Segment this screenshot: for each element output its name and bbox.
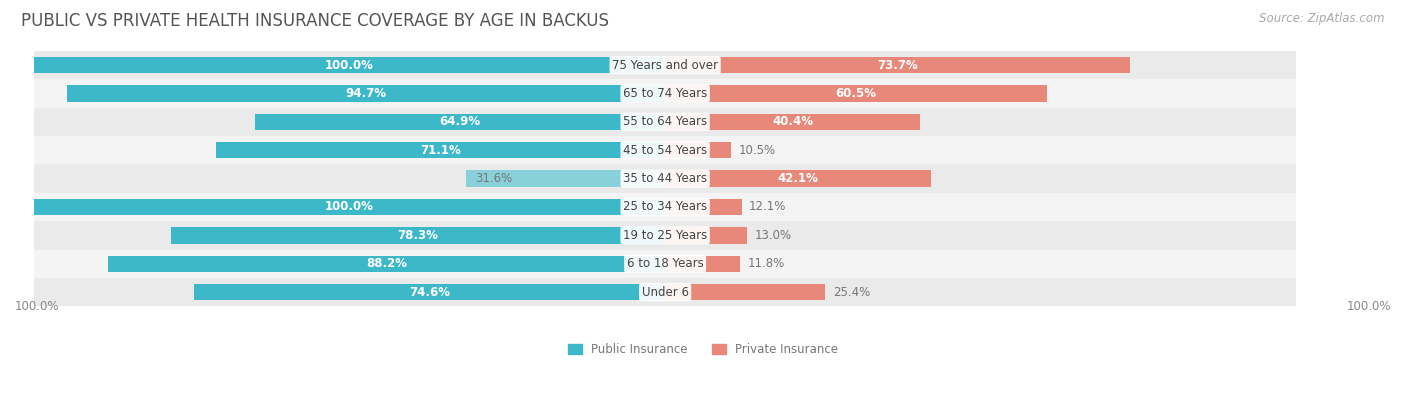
Bar (34, 79, 1296, 108)
Text: 55 to 64 Years: 55 to 64 Years (623, 115, 707, 128)
Bar (34, 51, 1296, 79)
Text: 10.5%: 10.5% (740, 144, 776, 157)
Text: 12.1%: 12.1% (749, 200, 786, 214)
Bar (665, 199, 741, 215)
Bar (665, 114, 920, 130)
Text: 31.6%: 31.6% (475, 172, 512, 185)
Bar (34, 136, 1296, 164)
Text: 60.5%: 60.5% (835, 87, 876, 100)
Text: 100.0%: 100.0% (15, 300, 59, 313)
Text: 100.0%: 100.0% (325, 200, 374, 214)
Text: 25.4%: 25.4% (832, 286, 870, 299)
Text: Source: ZipAtlas.com: Source: ZipAtlas.com (1260, 12, 1385, 25)
Bar (665, 142, 731, 159)
Bar (665, 227, 747, 244)
Text: 78.3%: 78.3% (398, 229, 439, 242)
Text: 94.7%: 94.7% (346, 87, 387, 100)
Bar (172, 227, 665, 244)
Text: 71.1%: 71.1% (420, 144, 461, 157)
Text: 100.0%: 100.0% (325, 59, 374, 71)
Text: 73.7%: 73.7% (877, 59, 918, 71)
Bar (665, 284, 825, 300)
Bar (34, 199, 665, 215)
Bar (108, 256, 665, 272)
Bar (465, 171, 665, 187)
Text: 65 to 74 Years: 65 to 74 Years (623, 87, 707, 100)
Bar (194, 284, 665, 300)
Bar (34, 164, 1296, 193)
Text: 100.0%: 100.0% (1347, 300, 1391, 313)
Text: 6 to 18 Years: 6 to 18 Years (627, 257, 703, 270)
Bar (665, 171, 931, 187)
Bar (256, 114, 665, 130)
Legend: Public Insurance, Private Insurance: Public Insurance, Private Insurance (564, 338, 842, 361)
Bar (34, 249, 1296, 278)
Text: 74.6%: 74.6% (409, 286, 450, 299)
Text: 88.2%: 88.2% (367, 257, 408, 270)
Text: 13.0%: 13.0% (755, 229, 792, 242)
Text: 40.4%: 40.4% (772, 115, 813, 128)
Bar (34, 221, 1296, 249)
Text: 25 to 34 Years: 25 to 34 Years (623, 200, 707, 214)
Text: 42.1%: 42.1% (778, 172, 818, 185)
Text: 11.8%: 11.8% (747, 257, 785, 270)
Text: PUBLIC VS PRIVATE HEALTH INSURANCE COVERAGE BY AGE IN BACKUS: PUBLIC VS PRIVATE HEALTH INSURANCE COVER… (21, 12, 609, 31)
Bar (665, 85, 1047, 102)
Text: 35 to 44 Years: 35 to 44 Years (623, 172, 707, 185)
Text: 19 to 25 Years: 19 to 25 Years (623, 229, 707, 242)
Bar (217, 142, 665, 159)
Bar (67, 85, 665, 102)
Bar (665, 57, 1130, 73)
Bar (34, 57, 665, 73)
Bar (34, 193, 1296, 221)
Text: 64.9%: 64.9% (440, 115, 481, 128)
Bar (34, 278, 1296, 306)
Bar (34, 108, 1296, 136)
Text: Under 6: Under 6 (641, 286, 689, 299)
Text: 75 Years and over: 75 Years and over (612, 59, 718, 71)
Bar (665, 256, 740, 272)
Text: 45 to 54 Years: 45 to 54 Years (623, 144, 707, 157)
